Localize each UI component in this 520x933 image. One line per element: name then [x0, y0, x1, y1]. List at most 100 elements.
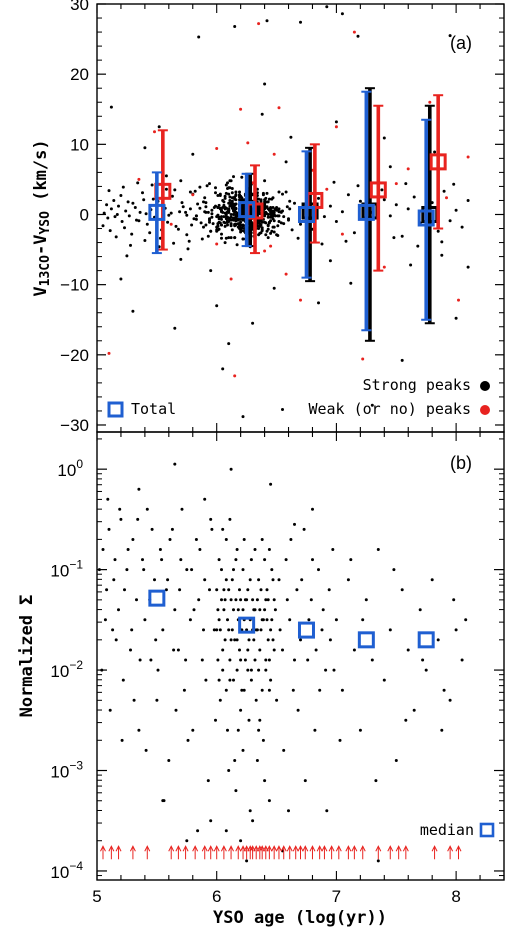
strong-point — [180, 201, 184, 205]
sigma-point — [227, 769, 231, 772]
strong-point — [267, 221, 271, 225]
strong-point — [265, 229, 269, 233]
strong-point — [356, 34, 360, 38]
strong-point — [317, 196, 320, 200]
strong-point — [264, 196, 268, 200]
strong-point — [273, 207, 277, 211]
sigma-point — [448, 698, 452, 702]
strong-point — [167, 213, 171, 217]
upper-limit-head — [192, 845, 199, 852]
sigma-point — [267, 688, 271, 692]
sigma-point — [263, 608, 267, 612]
sigma-point — [346, 578, 350, 582]
sigma-point — [309, 598, 313, 602]
strong-point — [108, 229, 112, 233]
strong-point — [261, 191, 265, 195]
strong-point — [188, 207, 192, 211]
strong-point — [448, 34, 452, 38]
legend-weak-label: Weak (or no) peaks — [308, 400, 471, 418]
strong-point — [328, 204, 332, 208]
strong-point — [198, 185, 202, 189]
strong-point — [220, 223, 223, 227]
strong-point — [460, 225, 464, 229]
strong-point — [334, 220, 338, 223]
sigma-point — [241, 608, 245, 612]
strong-point — [433, 150, 437, 154]
sigma-point — [327, 588, 331, 592]
sigma-point — [269, 678, 273, 682]
strong-point — [101, 224, 105, 228]
sigma-point — [214, 718, 217, 722]
sigma-point — [217, 678, 221, 682]
strong-point — [251, 321, 255, 325]
strong-point — [269, 215, 273, 219]
strong-point — [325, 5, 329, 9]
sigma-point — [264, 668, 268, 672]
upper-limit-head — [297, 845, 304, 852]
sigma-point — [376, 859, 380, 863]
strong-point — [400, 358, 404, 362]
strong-point — [404, 182, 408, 186]
strong-point — [109, 105, 113, 109]
strong-point — [232, 218, 235, 222]
strong-point — [203, 210, 207, 214]
strong-point — [215, 215, 219, 219]
upper-limit-head — [182, 845, 189, 852]
upper-limit-head — [115, 845, 122, 852]
sigma-point — [172, 648, 176, 652]
sigma-point — [230, 628, 234, 632]
sigma-point — [224, 538, 228, 541]
upper-limit-head — [220, 845, 227, 852]
strong-point — [265, 191, 269, 195]
sigma-point — [235, 548, 239, 551]
weak-point — [215, 147, 219, 150]
panel-b-legend: median — [420, 821, 495, 839]
strong-errbar-marker — [301, 202, 319, 220]
sigma-point — [238, 648, 241, 652]
upper-limit-head — [280, 845, 287, 852]
strong-point — [184, 210, 188, 214]
strong-point — [289, 135, 293, 139]
strong-point — [194, 217, 198, 221]
sigma-point — [382, 678, 386, 682]
panel-a-label: (a) — [450, 33, 472, 53]
median-marker — [238, 616, 256, 634]
strong-point — [340, 12, 344, 16]
a-ytick-label: 20 — [70, 65, 89, 84]
sigma-point — [218, 628, 222, 632]
strong-point — [270, 197, 274, 201]
upper-limit-head — [271, 845, 278, 852]
sigma-point — [196, 829, 200, 833]
sigma-point — [324, 668, 328, 672]
strong-point — [181, 205, 185, 209]
strong-point — [271, 206, 275, 209]
strong-point — [334, 120, 338, 124]
strong-point — [105, 203, 109, 207]
strong-point — [238, 190, 241, 194]
sigma-point — [265, 618, 269, 622]
sigma-point — [260, 538, 264, 541]
sigma-point — [156, 668, 160, 672]
a-ytick-label: 30 — [70, 0, 89, 14]
strong-point — [150, 183, 154, 187]
sigma-point — [230, 578, 234, 582]
sigma-point — [284, 558, 288, 562]
strong-point — [202, 225, 205, 229]
strong-point — [234, 193, 238, 197]
sigma-point — [192, 608, 196, 612]
sigma-point — [243, 658, 247, 662]
sigma-point — [270, 618, 274, 622]
strong-point — [263, 202, 267, 206]
sigma-point — [234, 598, 238, 602]
strong-point — [229, 224, 233, 228]
strong-point — [109, 207, 113, 211]
strong-point — [272, 225, 276, 229]
strong-point — [143, 146, 147, 150]
sigma-point — [204, 678, 208, 682]
panel-a-y-axis-title: V13CO-VYSO (km/s) — [31, 139, 53, 296]
sigma-point — [184, 658, 188, 662]
sigma-point — [135, 598, 138, 602]
b-ytick-exp: −2 — [69, 658, 83, 672]
sigma-point — [178, 588, 182, 592]
